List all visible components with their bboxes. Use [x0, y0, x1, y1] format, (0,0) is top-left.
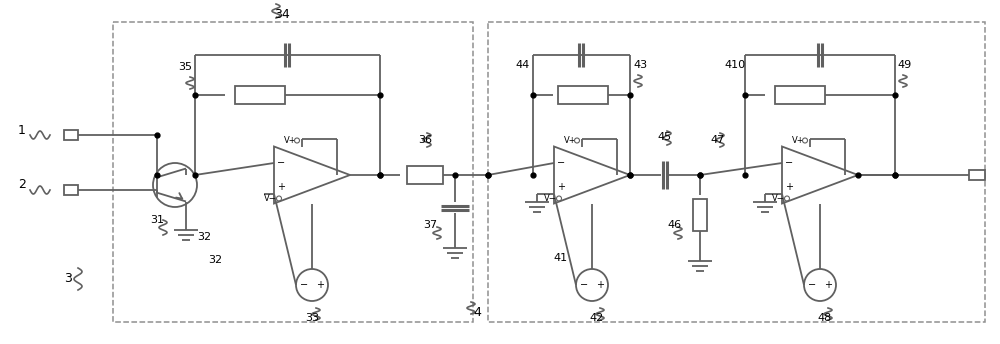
- Text: −: −: [580, 280, 588, 290]
- Text: 31: 31: [150, 215, 164, 225]
- Text: 36: 36: [418, 135, 432, 145]
- Bar: [558, 86, 608, 104]
- Text: −: −: [277, 158, 285, 168]
- Bar: [693, 199, 707, 231]
- Bar: [969, 170, 985, 180]
- Bar: [64, 185, 78, 195]
- Text: +: +: [557, 182, 565, 192]
- Text: +: +: [316, 280, 324, 290]
- Text: 49: 49: [898, 60, 912, 70]
- Text: +: +: [277, 182, 285, 192]
- Text: V+: V+: [284, 136, 296, 145]
- Text: 41: 41: [553, 253, 567, 263]
- Text: −: −: [300, 280, 308, 290]
- Text: 2: 2: [18, 179, 26, 192]
- Text: +: +: [785, 182, 793, 192]
- Text: 42: 42: [590, 313, 604, 323]
- Text: −: −: [557, 158, 565, 168]
- Text: 43: 43: [633, 60, 647, 70]
- Text: 48: 48: [818, 313, 832, 323]
- Bar: [235, 86, 285, 104]
- Text: V−: V−: [544, 194, 556, 203]
- Text: +: +: [596, 280, 604, 290]
- Bar: [488, 22, 985, 322]
- Text: 37: 37: [423, 220, 437, 230]
- Text: 34: 34: [274, 8, 290, 21]
- Text: 3: 3: [64, 271, 72, 284]
- Text: 410: 410: [724, 60, 746, 70]
- Bar: [407, 166, 443, 184]
- Text: 47: 47: [711, 135, 725, 145]
- Text: V+: V+: [792, 136, 804, 145]
- Text: 4: 4: [473, 307, 481, 320]
- Text: 46: 46: [668, 220, 682, 230]
- Text: 45: 45: [658, 132, 672, 142]
- Bar: [113, 22, 473, 322]
- Text: 33: 33: [305, 313, 319, 323]
- Text: V−: V−: [772, 194, 784, 203]
- Text: +: +: [824, 280, 832, 290]
- Text: 32: 32: [197, 232, 211, 241]
- Bar: [775, 86, 825, 104]
- Text: 32: 32: [208, 255, 222, 265]
- Text: V+: V+: [564, 136, 576, 145]
- Text: −: −: [785, 158, 793, 168]
- Text: V−: V−: [264, 194, 276, 203]
- Text: 44: 44: [516, 60, 530, 70]
- Bar: [64, 130, 78, 140]
- Text: −: −: [808, 280, 816, 290]
- Text: 35: 35: [178, 62, 192, 72]
- Text: 1: 1: [18, 123, 26, 137]
